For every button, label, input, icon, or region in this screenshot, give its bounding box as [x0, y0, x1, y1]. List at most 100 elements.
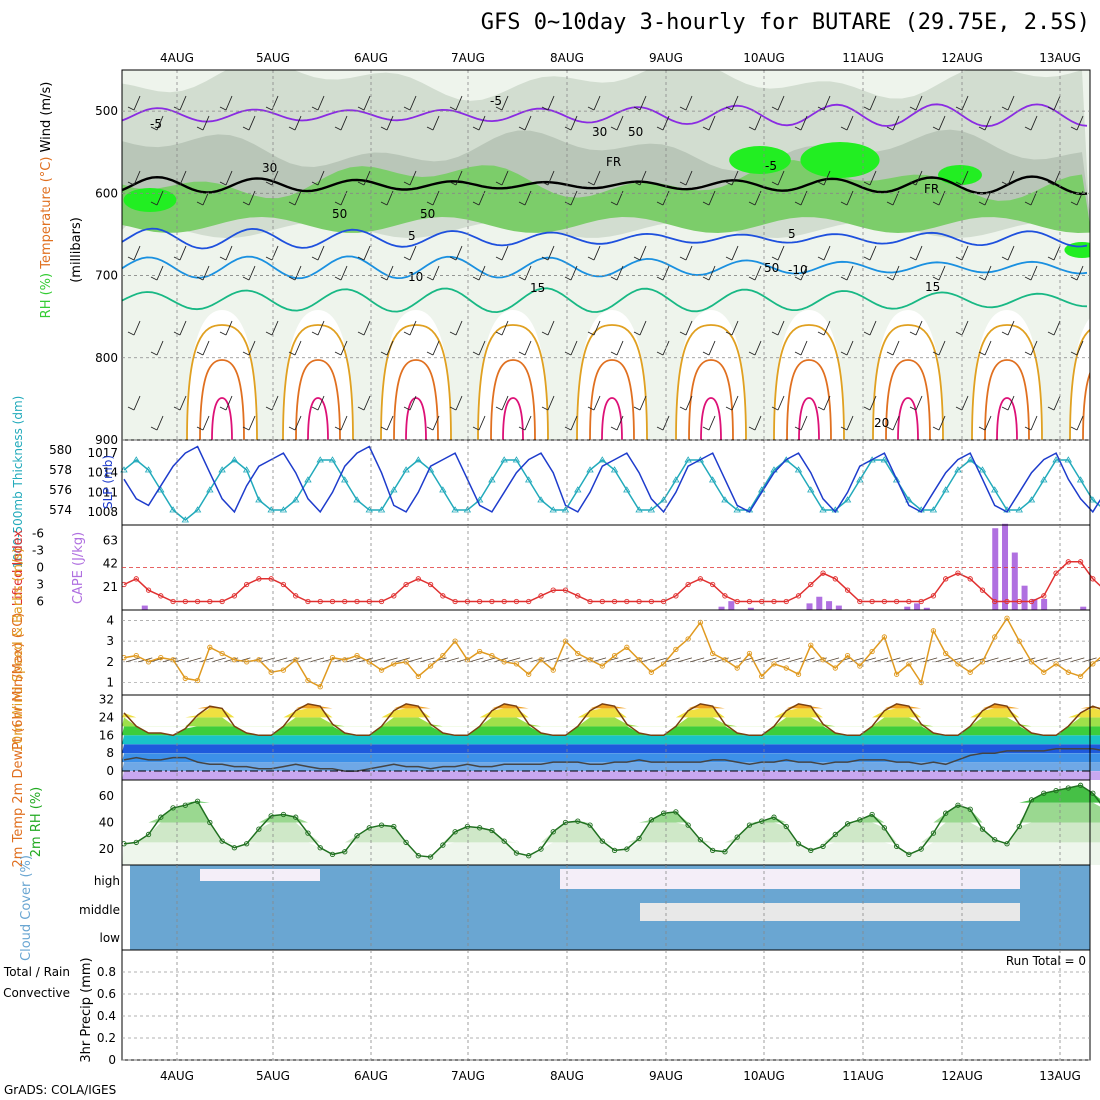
wind-speed-point	[967, 669, 973, 675]
wind-barb	[1047, 245, 1061, 261]
wind-barb	[564, 265, 578, 281]
thickness-point	[929, 506, 938, 513]
wind-barb	[840, 415, 854, 431]
wind-barb	[472, 415, 486, 431]
rh2m-point	[685, 822, 691, 828]
warm-contour	[1082, 371, 1090, 440]
chart-title: GFS 0~10day 3-hourly for BUTARE (29.75E,…	[480, 10, 1090, 35]
cloud-level-label: high	[94, 874, 120, 888]
wind-speed-point	[427, 663, 434, 669]
rh2m-point	[759, 818, 765, 824]
rh2m-point	[489, 827, 495, 834]
precip-ylabel-part: 3hr Precip (mm)	[79, 957, 94, 1062]
rh2m-point	[795, 841, 802, 847]
wind-barb	[426, 340, 440, 356]
wind-barb	[794, 265, 808, 281]
wind-barb	[955, 245, 969, 261]
rh2m-point	[317, 845, 323, 851]
wind-speed-point	[305, 677, 311, 684]
lifted-index-point	[1065, 559, 1071, 565]
surface-wind-barb	[923, 657, 938, 663]
lifted-index-point	[1016, 598, 1022, 605]
top-date-label: 4AUG	[160, 51, 194, 65]
lifted-index-point	[1090, 576, 1096, 582]
wind-barb	[656, 415, 670, 431]
lifted-index-point	[734, 598, 740, 605]
rh2m-line	[123, 784, 1100, 858]
wind-barb	[242, 115, 256, 131]
wind-barb	[955, 320, 969, 336]
lifted-index-point	[673, 593, 679, 599]
surface-wind-barb	[297, 657, 312, 663]
wind-barb	[817, 320, 831, 336]
wind-barb	[518, 340, 532, 356]
wind-barb	[403, 245, 417, 261]
lifted-index-point	[440, 593, 446, 599]
wind-barb	[679, 95, 693, 111]
wind-barb	[495, 395, 509, 411]
rh2m-point	[427, 854, 434, 860]
temp-contour-0	[122, 103, 1088, 128]
rh2m-point	[366, 825, 372, 831]
thickness-point	[402, 466, 410, 473]
li-tick: 3	[36, 578, 44, 592]
lifted-index-point	[1041, 593, 1047, 599]
rh-contour-label: 50	[420, 207, 435, 221]
slp-tick: 1017	[87, 446, 118, 460]
rh2m-point	[170, 805, 176, 811]
wind-barb	[978, 190, 992, 206]
cape-bar	[904, 606, 911, 610]
wind-barb	[150, 340, 164, 356]
lifted-index-point	[759, 598, 765, 605]
rh-high-patch	[800, 142, 880, 178]
wind-barb	[748, 265, 762, 281]
rh2m-point	[1016, 823, 1022, 830]
bottom-date-label: 8AUG	[550, 1069, 584, 1083]
wind-barb	[518, 265, 532, 281]
cape-bar	[718, 606, 725, 610]
surface-wind-barb	[763, 657, 778, 663]
wind-barb	[380, 115, 394, 131]
wind-barb	[219, 320, 233, 336]
thickness-point	[414, 456, 423, 463]
thickness-point	[169, 506, 177, 513]
rh2m-point	[930, 830, 937, 836]
wind-barb	[633, 245, 647, 261]
thickness-point	[500, 456, 508, 463]
thickness-point	[475, 496, 484, 503]
temp-contour-label: 10	[408, 270, 423, 284]
cloud-ylabel: Cloud Cover (%)	[19, 855, 34, 961]
rh2m-point	[133, 839, 139, 846]
surface-wind-barb	[383, 657, 398, 663]
wind-barb	[196, 115, 210, 131]
rh2m-point	[440, 842, 446, 848]
wind-barb	[656, 115, 670, 131]
panel-frame-upper	[121, 69, 1091, 441]
temp-tick: 0	[106, 764, 114, 778]
surface-wind-barb	[739, 657, 754, 663]
wind-barb	[449, 320, 463, 336]
wind-barb	[219, 170, 233, 186]
wind-speed-point	[844, 652, 851, 659]
wind-speed-point	[611, 652, 618, 659]
cape-tick: 42	[103, 557, 118, 571]
temp-contour-2	[122, 227, 1088, 250]
wind-barb	[150, 190, 164, 206]
warm-contour	[885, 359, 931, 440]
wind-barb	[334, 415, 348, 431]
wind-barb	[863, 320, 877, 336]
wind-ylabel: 10m Wind Speed & Barbs (m/s)	[11, 548, 26, 753]
lifted-index-point	[207, 598, 213, 605]
warm-contour	[576, 324, 648, 440]
wind-speed-point	[293, 657, 299, 663]
top-date-label: 6AUG	[354, 51, 388, 65]
lifted-index-point	[317, 598, 323, 605]
thickness-point	[905, 496, 913, 503]
wind-barb	[748, 415, 762, 431]
thickness-tick: 574	[49, 503, 72, 517]
wind-speed-point	[182, 675, 188, 682]
wind-barb	[794, 340, 808, 356]
wind-barb	[886, 265, 900, 281]
warm-contour	[490, 359, 536, 440]
wind-barb	[1047, 170, 1061, 186]
